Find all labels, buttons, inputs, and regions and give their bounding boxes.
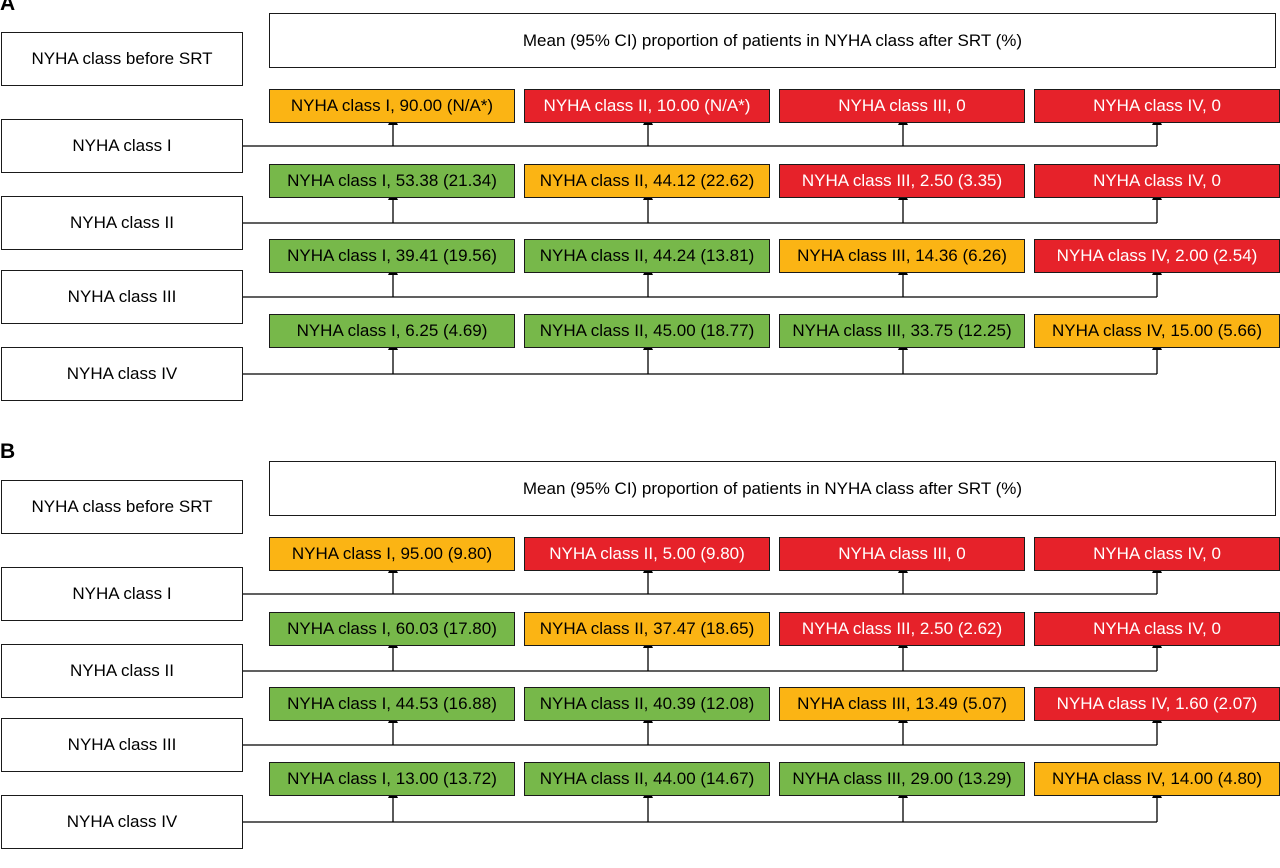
outcome-cell: NYHA class III, 0 [779, 89, 1025, 123]
outcome-cell: NYHA class I, 39.41 (19.56) [269, 239, 515, 273]
outcome-cell: NYHA class IV, 0 [1034, 612, 1280, 646]
connector-lines [243, 115, 1162, 375]
outcome-cell: NYHA class II, 37.47 (18.65) [524, 612, 770, 646]
before-class-box: NYHA class III [1, 718, 243, 772]
before-class-box: NYHA class IV [1, 347, 243, 401]
before-class-box: NYHA class II [1, 196, 243, 250]
outcome-cell: NYHA class I, 90.00 (N/A*) [269, 89, 515, 123]
outcome-cell: NYHA class II, 5.00 (9.80) [524, 537, 770, 571]
outcome-cell: NYHA class II, 44.00 (14.67) [524, 762, 770, 796]
outcome-cell: NYHA class III, 2.50 (3.35) [779, 164, 1025, 198]
outcome-cell: NYHA class III, 29.00 (13.29) [779, 762, 1025, 796]
outcome-cell: NYHA class II, 45.00 (18.77) [524, 314, 770, 348]
outcome-cell: NYHA class I, 95.00 (9.80) [269, 537, 515, 571]
outcome-cell: NYHA class III, 2.50 (2.62) [779, 612, 1025, 646]
outcome-cell: NYHA class I, 60.03 (17.80) [269, 612, 515, 646]
outcome-cell: NYHA class II, 40.39 (12.08) [524, 687, 770, 721]
outcome-cell: NYHA class I, 6.25 (4.69) [269, 314, 515, 348]
outcome-cell: NYHA class IV, 0 [1034, 164, 1280, 198]
outcome-cell: NYHA class I, 44.53 (16.88) [269, 687, 515, 721]
outcome-cell: NYHA class III, 0 [779, 537, 1025, 571]
outcome-cell: NYHA class IV, 14.00 (4.80) [1034, 762, 1280, 796]
panel-a: A Mean (95% CI) proportion of patients in… [0, 0, 1280, 420]
header-box: Mean (95% CI) proportion of patients in … [269, 461, 1276, 516]
outcome-cell: NYHA class IV, 2.00 (2.54) [1034, 239, 1280, 273]
before-label-box: NYHA class before SRT [1, 480, 243, 534]
outcome-cell: NYHA class I, 13.00 (13.72) [269, 762, 515, 796]
connector-lines [243, 563, 1162, 823]
before-class-box: NYHA class IV [1, 795, 243, 849]
outcome-cell: NYHA class III, 14.36 (6.26) [779, 239, 1025, 273]
outcome-cell: NYHA class II, 10.00 (N/A*) [524, 89, 770, 123]
outcome-cell: NYHA class IV, 0 [1034, 89, 1280, 123]
before-label-box: NYHA class before SRT [1, 32, 243, 86]
outcome-cell: NYHA class II, 44.24 (13.81) [524, 239, 770, 273]
before-class-box: NYHA class I [1, 119, 243, 173]
outcome-cell: NYHA class III, 33.75 (12.25) [779, 314, 1025, 348]
outcome-cell: NYHA class IV, 1.60 (2.07) [1034, 687, 1280, 721]
header-box: Mean (95% CI) proportion of patients in … [269, 13, 1276, 68]
outcome-cell: NYHA class III, 13.49 (5.07) [779, 687, 1025, 721]
panel-letter: A [0, 0, 16, 15]
outcome-cell: NYHA class I, 53.38 (21.34) [269, 164, 515, 198]
outcome-cell: NYHA class II, 44.12 (22.62) [524, 164, 770, 198]
before-class-box: NYHA class II [1, 644, 243, 698]
outcome-cell: NYHA class IV, 15.00 (5.66) [1034, 314, 1280, 348]
outcome-cell: NYHA class IV, 0 [1034, 537, 1280, 571]
before-class-box: NYHA class III [1, 270, 243, 324]
panel-letter: B [0, 440, 16, 463]
panel-b: B Mean (95% CI) proportion of patients in… [0, 440, 1280, 868]
before-class-box: NYHA class I [1, 567, 243, 621]
